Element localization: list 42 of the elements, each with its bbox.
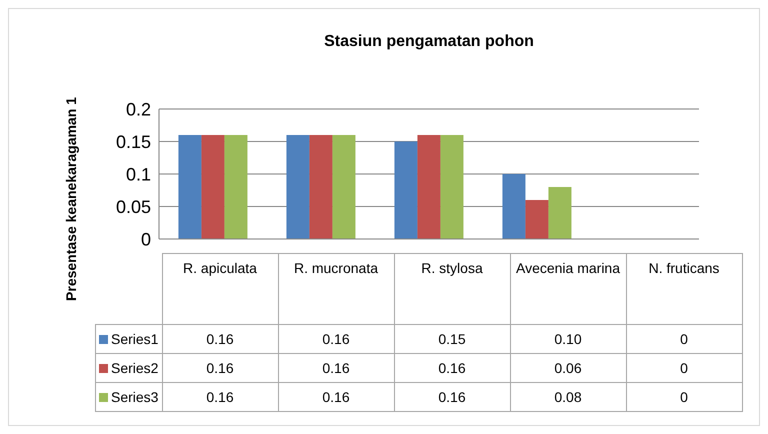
- bar: [201, 135, 224, 239]
- x-tick-label: Avecenia marina: [510, 254, 626, 324]
- y-tick-label: 0: [140, 229, 151, 250]
- x-tick-label: R. stylosa: [394, 254, 510, 324]
- x-tick-label: R. mucronata: [278, 254, 394, 324]
- data-label: 0.06: [510, 354, 626, 382]
- data-label: 0.16: [278, 354, 394, 382]
- data-label: 0: [626, 324, 742, 354]
- bar: [286, 135, 310, 239]
- bar: [440, 135, 464, 239]
- y-axis-title: Presentase keanekaragaman 1: [63, 97, 79, 301]
- data-label: 0.15: [394, 324, 510, 354]
- bar: [502, 174, 526, 239]
- data-label: 0.16: [278, 324, 394, 354]
- data-label: 0.16: [162, 382, 278, 412]
- legend-label: Series3: [96, 382, 162, 412]
- bar: [332, 135, 356, 239]
- bar: [309, 135, 332, 239]
- legend-label: Series1: [96, 324, 162, 354]
- data-label: 0.16: [278, 382, 394, 412]
- x-tick-label: N. fruticans: [626, 254, 742, 324]
- x-tick-label: R. apiculata: [162, 254, 278, 324]
- data-label: 0: [626, 382, 742, 412]
- data-label: 0.08: [510, 382, 626, 412]
- chart-title: Stasiun pengamatan pohon: [323, 33, 535, 51]
- bar: [417, 135, 440, 239]
- y-tick-label: 0.2: [126, 99, 151, 120]
- data-label: 0.10: [510, 324, 626, 354]
- y-tick-label: 0.1: [126, 164, 151, 184]
- bar: [224, 135, 248, 239]
- data-label: 0.16: [162, 324, 278, 354]
- bar: [394, 142, 418, 239]
- bar: [548, 187, 572, 239]
- data-label: 0: [626, 354, 742, 382]
- y-tick-label: 0.15: [116, 132, 151, 152]
- bar: [525, 200, 548, 239]
- data-label: 0.16: [394, 382, 510, 412]
- bar: [178, 135, 202, 239]
- data-label: 0.16: [394, 354, 510, 382]
- legend-label: Series2: [96, 354, 162, 382]
- y-tick-label: 0.05: [116, 196, 151, 217]
- data-label: 0.16: [162, 354, 278, 382]
